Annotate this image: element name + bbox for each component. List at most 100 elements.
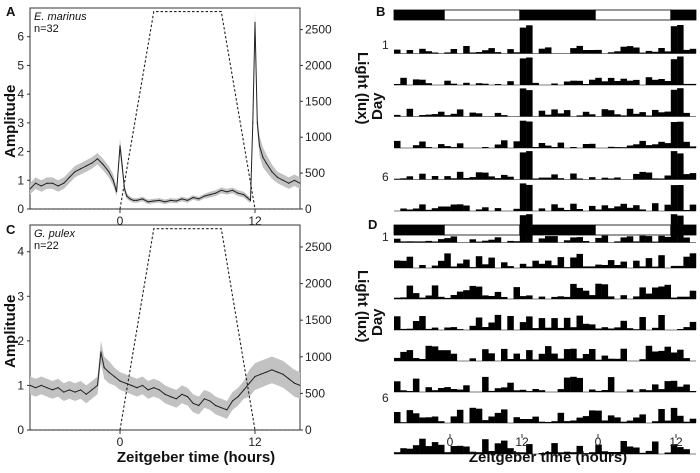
panel-b-activity-bar	[664, 51, 671, 54]
panel-d-activity-bar	[626, 420, 634, 423]
panel-b-activity-bar	[683, 112, 690, 117]
panel-b-activity-bar	[607, 178, 615, 180]
panel-d-activity-bar	[689, 418, 697, 423]
panel-a-amp-point	[252, 122, 254, 124]
panel-b-activity-bar	[589, 50, 596, 54]
panel-b-activity-bar	[576, 45, 583, 54]
panel-d-activity-bar	[595, 410, 602, 423]
panel-d-activity-bar	[394, 357, 401, 361]
panel-d-xlabel: Zeitgeber time (hours)	[469, 449, 627, 466]
panel-b-activity-bar	[664, 236, 671, 243]
panel-d-activity-bar	[557, 358, 565, 361]
panel-d-activity-bar	[589, 452, 596, 454]
panel-b-activity-bar	[532, 147, 539, 148]
panel-b-activity-bar	[519, 27, 527, 54]
panel-a-amp-point	[116, 191, 118, 193]
panel-d-activity-bar	[475, 317, 483, 330]
panel-c-amp-point	[299, 384, 301, 386]
panel-b-activity-bar	[601, 109, 609, 117]
panel-b-activity-bar	[589, 79, 596, 85]
panel-b-activity-bar	[601, 235, 609, 243]
panel-c-amp-point	[130, 384, 132, 386]
panel-d-activity-bar	[494, 388, 502, 392]
panel-b-activity-bar	[595, 49, 602, 54]
panel-d-activity-bar	[639, 317, 646, 330]
panel-c-y2tick-label: 0	[305, 423, 312, 437]
panel-d-activity-bar	[645, 345, 653, 361]
panel-b-activity-bar	[689, 48, 697, 54]
panel-b-activity-bar	[582, 144, 590, 148]
panel-b-activity-bar	[677, 185, 684, 211]
panel-b-activity-bar	[620, 78, 627, 85]
panel-b-activity-bar	[620, 46, 627, 54]
panel-b-activity-bar	[519, 58, 527, 85]
panel-b-activity-bar	[444, 146, 451, 148]
panel-d-activity-bar	[450, 295, 458, 299]
panel-b-activity-bar	[482, 207, 489, 211]
panel-d-activity-bar	[463, 446, 470, 454]
panel-b-activity-bar	[664, 143, 671, 148]
panel-a-y2tick-label: 1000	[305, 130, 332, 144]
panel-b-activity-bar	[463, 178, 470, 180]
panel-d-activity-bar	[456, 409, 464, 423]
panel-d-activity-bar	[519, 263, 527, 268]
panel-d-activity-bar	[658, 286, 665, 299]
panel-b-activity-bar	[658, 112, 665, 117]
panel-b-activity-bar	[557, 113, 565, 117]
panel-d-activity-bar	[652, 351, 659, 361]
panel-b-activity-bar	[652, 178, 659, 180]
panel-b-activity-bar	[677, 56, 684, 85]
panel-b-activity-bar	[595, 77, 602, 85]
panel-a-amp-point	[258, 145, 261, 147]
panel-b-activity-bar	[670, 185, 678, 211]
panel-d-activity-bar	[626, 446, 634, 454]
panel-a-amp-point	[68, 176, 70, 178]
panel-b-activity-bar	[545, 177, 552, 180]
panel-c-amp-point	[35, 387, 37, 389]
panel-d-activity-bar	[551, 443, 558, 454]
panel-c-frame	[29, 224, 301, 431]
panel-d-activity-bar	[658, 409, 665, 423]
panel-c-amp-point	[276, 371, 279, 373]
panel-b-activity-bar	[501, 174, 508, 180]
panel-a-amp-point	[158, 199, 160, 201]
panel-b-activity-bar	[450, 147, 458, 148]
panel-c-amp-point	[158, 389, 160, 391]
panel-d-activity-bar	[601, 355, 609, 361]
panel-a-amp-point	[46, 182, 48, 184]
panel-b-activity-bar	[444, 115, 451, 117]
panel-d-activity-bar	[576, 315, 583, 330]
panel-d-activity-bar	[488, 451, 495, 454]
panel-d-activity-bar	[595, 264, 602, 268]
panel-b-activity-bar	[494, 52, 502, 54]
panel-c-amp-point	[96, 384, 99, 386]
panel-d-activity-bar	[601, 390, 609, 392]
panel-d-activity-bar	[626, 389, 634, 392]
panel-b-activity-bar	[444, 206, 451, 211]
panel-d-activity-bar	[677, 296, 684, 299]
panel-d-activity-bar	[683, 384, 690, 392]
panel-b-activity-bar	[551, 83, 558, 85]
panel-d-activity-bar	[545, 452, 552, 454]
panel-b-activity-bar	[620, 237, 627, 243]
panel-a-amp-point	[57, 185, 59, 187]
panel-d-activity-bar	[557, 296, 565, 299]
panel-b-activity-bar	[538, 143, 546, 148]
panel-c-amp-point	[198, 404, 200, 407]
panel-d-activity-bar	[689, 253, 697, 268]
panel-a-amp-point	[170, 199, 172, 201]
panel-d-activity-bar	[551, 265, 558, 268]
panel-d-activity-bar	[582, 453, 590, 454]
panel-b-activity-bar	[645, 50, 653, 54]
panel-d-activity-bar	[683, 449, 690, 454]
panel-b-activity-bar	[658, 141, 665, 148]
panel-b-activity-bar	[438, 144, 445, 148]
panel-b-activity-bar	[494, 208, 502, 211]
panel-b-activity-bar	[438, 111, 445, 117]
panel-d-activity-bar	[425, 295, 432, 299]
panel-d-activity-bar	[677, 329, 684, 330]
panel-c-amp-line	[29, 351, 301, 411]
panel-b-activity-bar	[570, 203, 577, 211]
panel-d-activity-bar	[501, 440, 508, 454]
